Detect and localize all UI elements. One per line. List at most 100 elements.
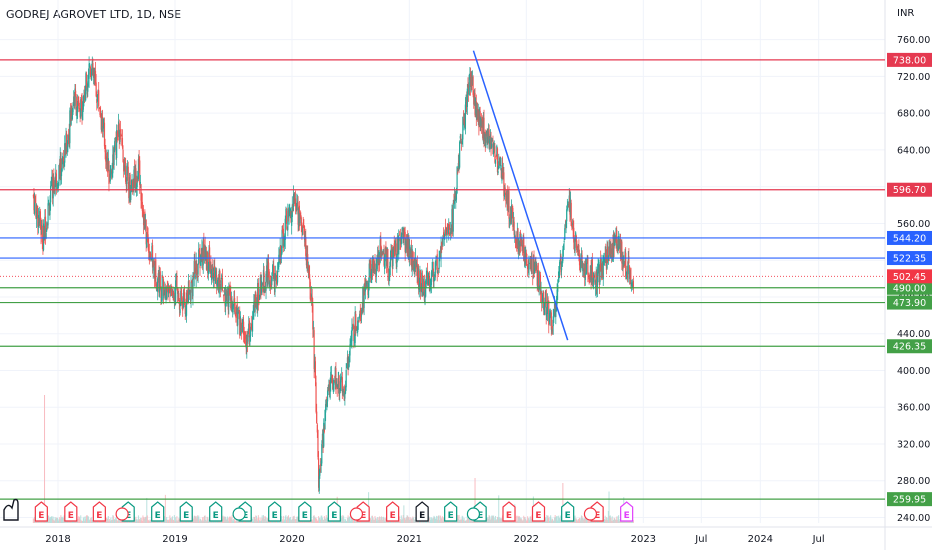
earnings-marker-label[interactable]: E — [390, 511, 396, 521]
volume-bar — [113, 519, 115, 523]
earnings-marker-shape[interactable] — [151, 501, 165, 522]
earnings-marker-label[interactable]: E — [360, 511, 366, 521]
dividend-marker[interactable] — [349, 507, 364, 521]
earnings-marker-label[interactable]: E — [594, 511, 600, 521]
earnings-marker-label[interactable]: E — [272, 511, 278, 521]
earnings-marker-label[interactable]: E — [419, 511, 425, 521]
earnings-marker[interactable]: E — [502, 501, 516, 522]
earnings-marker[interactable]: E — [327, 501, 341, 522]
earnings-marker[interactable]: E — [386, 501, 400, 522]
candle-body — [411, 249, 413, 271]
earnings-marker-label[interactable]: E — [68, 511, 74, 521]
price-badge — [887, 295, 932, 310]
earnings-marker[interactable]: E — [531, 501, 546, 522]
candle-body — [474, 92, 476, 116]
earnings-marker[interactable]: E — [268, 501, 282, 522]
earnings-marker-label[interactable]: E — [331, 511, 337, 521]
earnings-marker-label[interactable]: E — [448, 511, 454, 521]
time-tick-label: 2018 — [45, 534, 70, 545]
earnings-marker-shape[interactable] — [561, 501, 575, 522]
earnings-marker-label[interactable]: E — [477, 511, 483, 521]
earnings-marker-label[interactable]: E — [183, 511, 189, 521]
earnings-markers[interactable]: EEEEEEEEEEEEEEEEEEEEE — [34, 501, 634, 522]
candle-body — [521, 245, 524, 248]
earnings-marker-shape[interactable] — [209, 501, 223, 522]
earnings-marker-shape[interactable] — [298, 501, 312, 522]
candle-body — [196, 264, 198, 274]
earnings-marker-shape[interactable] — [386, 501, 400, 522]
candle-body — [203, 239, 205, 258]
volume-bar — [91, 520, 93, 523]
candle-body — [51, 178, 53, 181]
earnings-marker-shape[interactable] — [64, 501, 78, 522]
candle-body — [360, 313, 362, 318]
candle-body — [588, 275, 590, 283]
candle-body — [536, 265, 538, 286]
candle-body — [531, 256, 533, 274]
earnings-marker-label[interactable]: E — [96, 511, 102, 521]
earnings-marker-shape[interactable] — [92, 501, 106, 522]
earnings-marker-label[interactable]: E — [302, 511, 308, 521]
earnings-marker[interactable]: E — [92, 501, 106, 522]
dividend-marker[interactable] — [466, 507, 481, 521]
earnings-marker[interactable]: E — [209, 501, 223, 522]
earnings-marker-label[interactable]: E — [624, 511, 630, 521]
earnings-marker[interactable]: E — [561, 501, 575, 522]
earnings-marker-shape[interactable] — [620, 501, 634, 522]
volume-bar — [150, 520, 152, 523]
trend-line[interactable] — [472, 50, 569, 341]
candle-body — [528, 264, 530, 276]
earnings-marker-shape[interactable] — [34, 501, 48, 522]
earnings-marker-shape[interactable] — [415, 501, 429, 522]
volume-bar — [109, 520, 111, 523]
earnings-marker[interactable]: E — [151, 501, 165, 522]
candle-body — [385, 245, 387, 255]
earnings-marker[interactable]: E — [620, 501, 634, 522]
earnings-marker-shape[interactable] — [502, 501, 516, 522]
earnings-marker-shape[interactable] — [268, 501, 282, 522]
earnings-marker[interactable]: E — [415, 501, 429, 522]
candle-body — [40, 225, 42, 236]
candle-body — [278, 257, 281, 261]
earnings-marker-shape[interactable] — [179, 501, 193, 522]
earnings-marker-label[interactable]: E — [213, 511, 219, 521]
earnings-marker-shape[interactable] — [327, 501, 341, 522]
dividend-marker[interactable] — [583, 507, 598, 521]
dividend-marker[interactable] — [115, 507, 129, 521]
earnings-marker[interactable]: E — [64, 501, 78, 522]
volume-bar — [291, 519, 293, 523]
volume-bar — [534, 520, 536, 523]
earnings-marker-shape[interactable] — [531, 501, 546, 522]
candle-body — [476, 108, 479, 120]
volume-bar — [353, 519, 355, 523]
horizontal-levels[interactable] — [0, 59, 885, 500]
volume-bar — [295, 519, 297, 523]
candle-body — [448, 226, 450, 234]
earnings-marker[interactable]: E — [444, 501, 458, 522]
earnings-marker-label[interactable]: E — [155, 511, 161, 521]
candle-body — [414, 257, 417, 266]
earnings-marker[interactable]: E — [179, 501, 193, 522]
candle-body — [620, 242, 622, 257]
earnings-marker-label[interactable]: E — [565, 511, 571, 521]
candle-body — [325, 403, 327, 413]
volume-bar — [618, 515, 620, 523]
earnings-marker-label[interactable]: E — [506, 511, 512, 521]
volume-bar — [443, 517, 445, 523]
volume-bar — [378, 519, 380, 523]
earnings-marker-shape[interactable] — [444, 501, 458, 522]
candle-body — [98, 107, 100, 109]
volume-bar — [491, 515, 493, 523]
volume-bar — [586, 517, 588, 523]
dividend-marker[interactable] — [232, 507, 246, 521]
earnings-marker-label[interactable]: E — [38, 511, 44, 521]
earnings-marker-label[interactable]: E — [535, 511, 541, 521]
earnings-marker[interactable]: E — [34, 501, 48, 522]
trend-line-layer[interactable] — [472, 50, 569, 341]
candle-body — [144, 221, 147, 229]
candle-body — [232, 304, 234, 307]
volume-bar — [136, 519, 138, 523]
earnings-marker[interactable]: E — [298, 501, 312, 522]
candle-body — [137, 159, 140, 180]
